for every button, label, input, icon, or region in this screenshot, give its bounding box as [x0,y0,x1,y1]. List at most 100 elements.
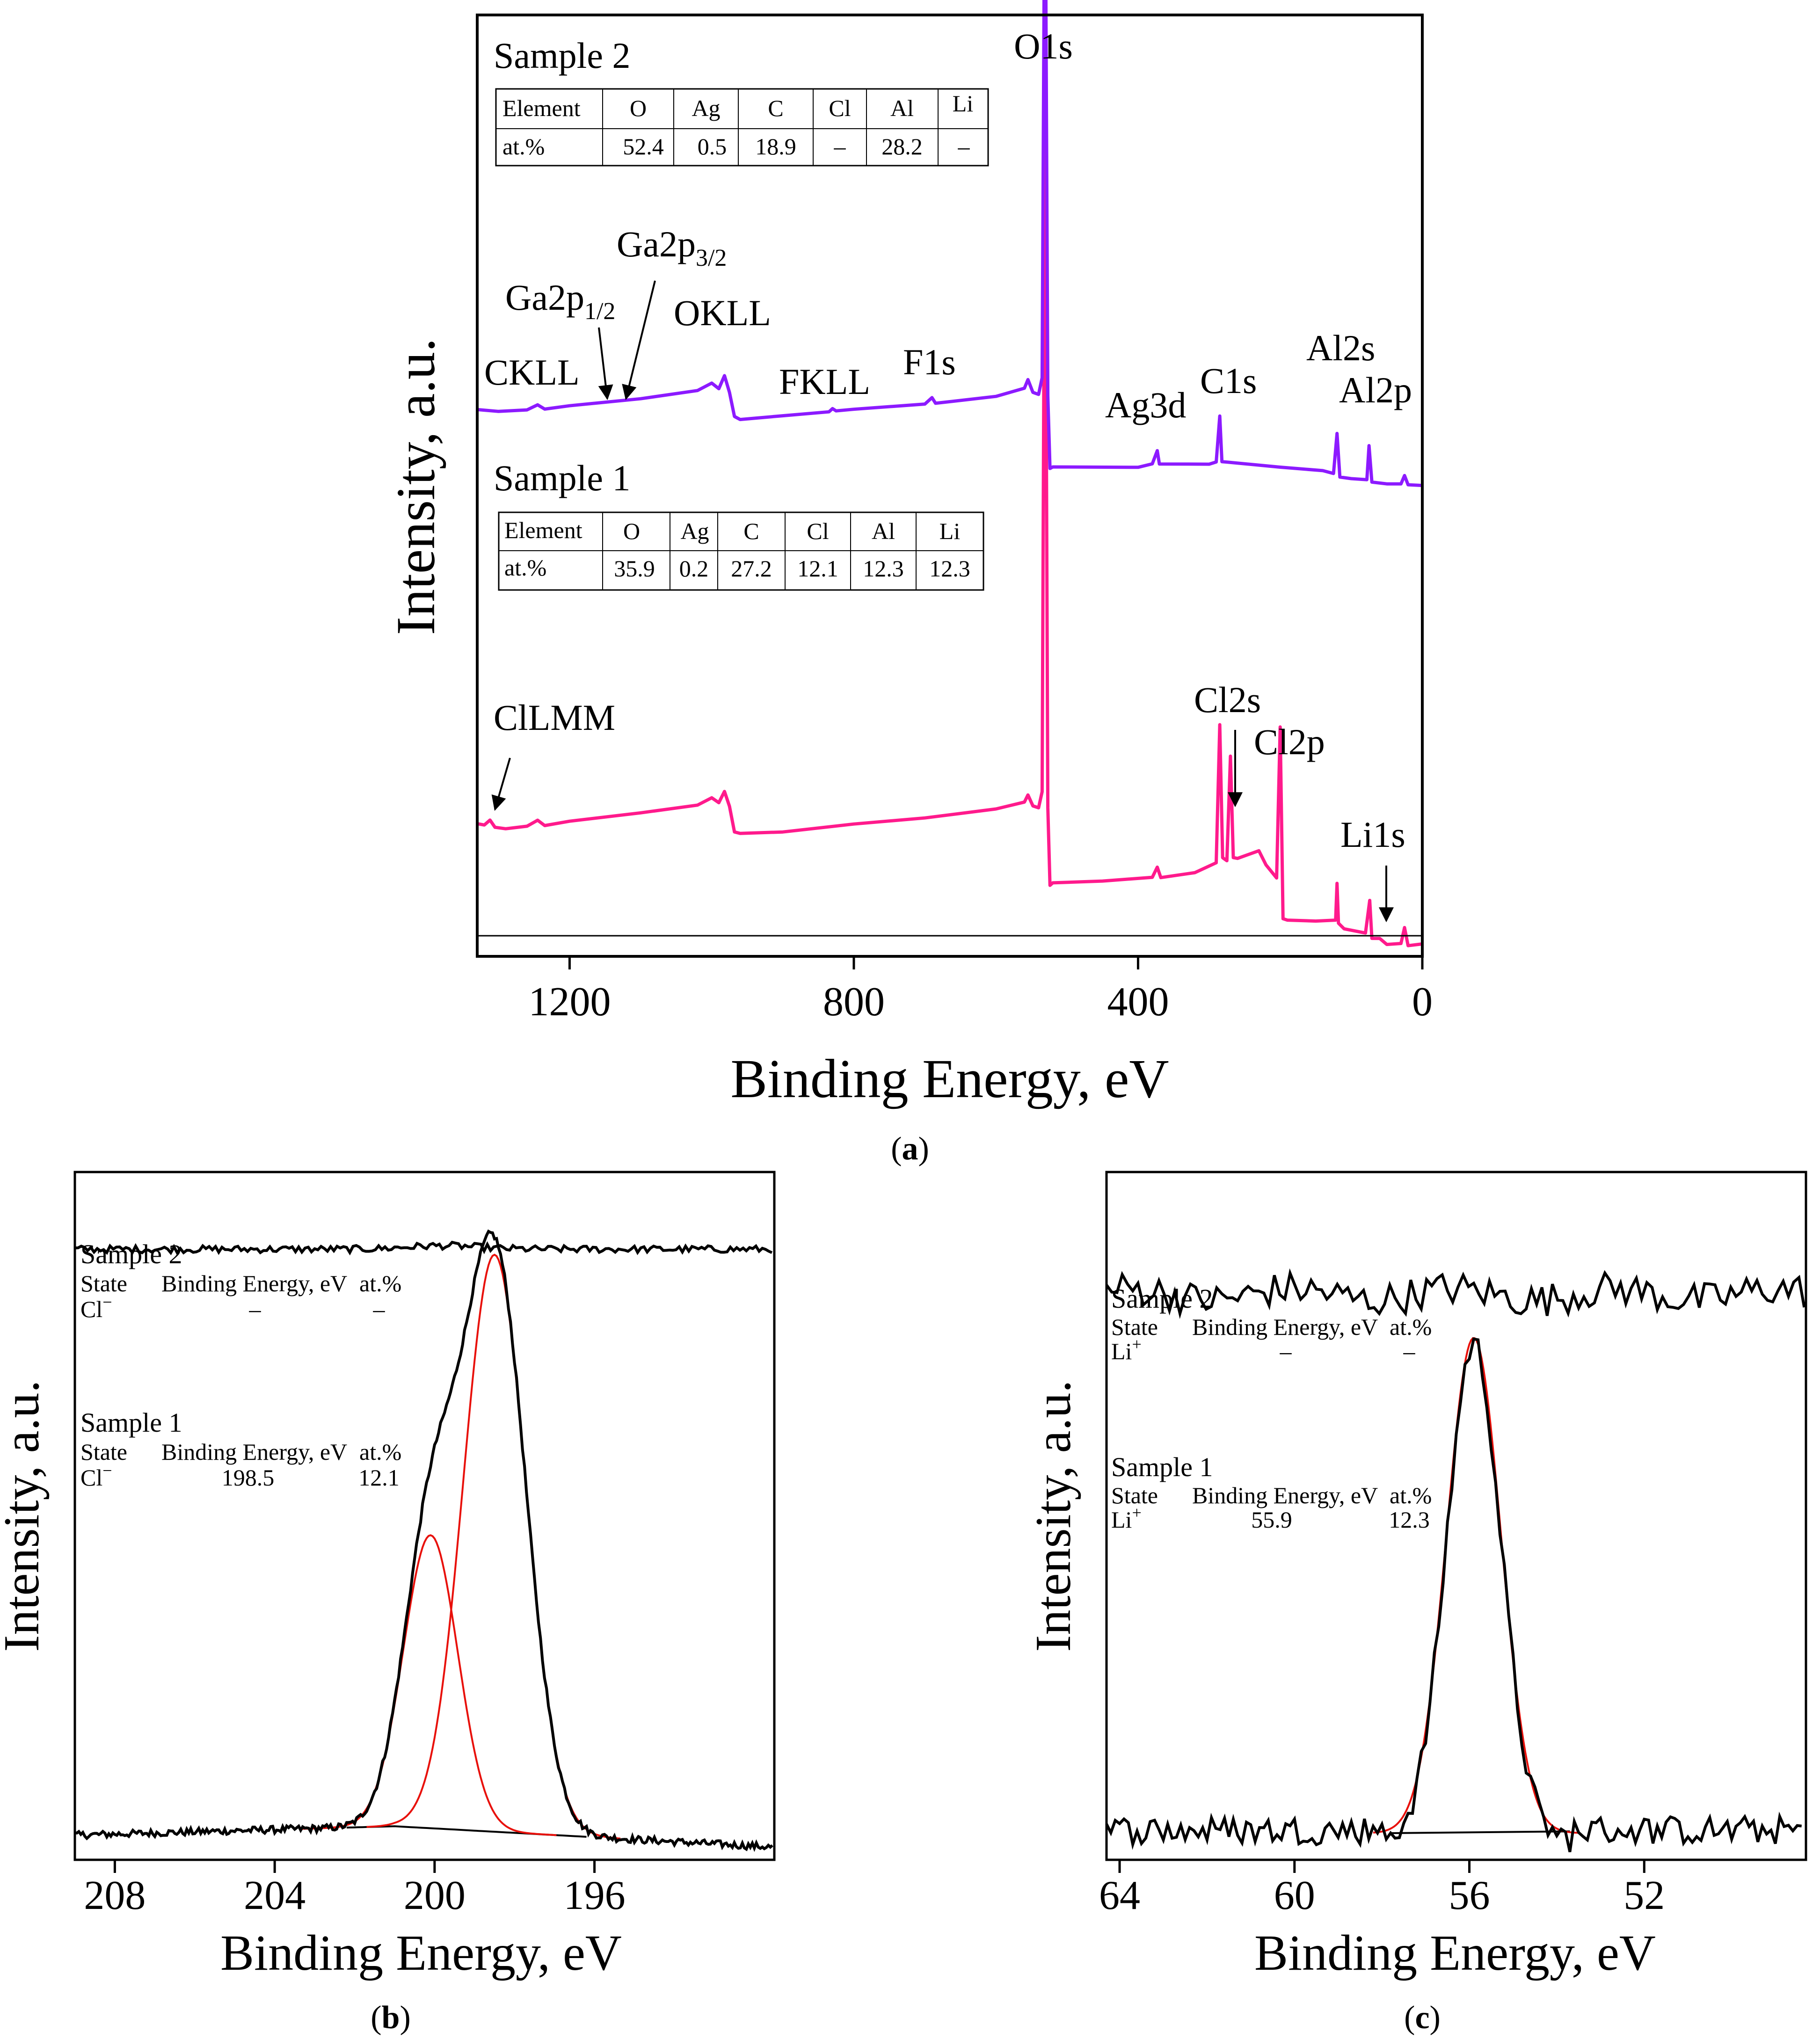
svg-text:Li+: Li+ [1111,1503,1142,1533]
panel-c-legend: Sample 2 State Binding Energy, eV at.% L… [1111,1283,1432,1533]
sample1-spectrum-line [477,88,1423,947]
svg-text:0.5: 0.5 [698,133,727,160]
svg-text:28.2: 28.2 [881,133,923,160]
svg-text:–: – [373,1296,386,1322]
svg-text:Ag: Ag [692,95,720,121]
svg-text:Sample 2: Sample 2 [80,1239,182,1269]
panel-c-spectra [1105,1268,1806,1852]
svg-text:Ag: Ag [680,518,709,544]
panel-c-y-axis-label: Intensity, a.u. [1026,1380,1081,1652]
x-tick-label: 56 [1449,1873,1490,1918]
panel-c: 64 60 56 52 Intensity, a.u. Binding Energy,… [1026,1171,1807,2036]
panel-c-x-ticks: 64 60 56 52 [1099,1860,1665,1918]
svg-text:Cl: Cl [807,518,829,544]
panel-b: 208 204 200 196 Intensity, a.u. Binding Ene… [0,1171,776,2036]
panel-a-x-axis-label: Binding Energy, eV [730,1048,1169,1109]
panel-c-baseline [1390,1830,1570,1834]
x-tick-label: 196 [564,1873,626,1918]
svg-text:12.3: 12.3 [863,555,904,582]
svg-text:35.9: 35.9 [614,555,655,582]
svg-text:Binding Energy, eV: Binding Energy, eV [1192,1482,1378,1508]
panel-b-frame [73,1171,776,1861]
svg-text:Al: Al [872,518,895,544]
peak-label-ga2p12: Ga2p1/2 [505,277,615,325]
x-tick-label: 52 [1623,1873,1665,1918]
svg-text:–: – [834,133,846,160]
x-tick-label: 1200 [528,979,611,1025]
svg-text:Al: Al [890,95,914,121]
panel-a-sample1-title: Sample 1 [494,458,630,498]
svg-text:–: – [1280,1338,1292,1364]
panel-b-spectra [74,1229,773,1852]
svg-text:198.5: 198.5 [222,1464,275,1491]
arrow-cllmm [491,757,511,811]
panel-b-sample2-spectrum [74,1240,773,1256]
svg-text:Binding Energy, eV: Binding Energy, eV [161,1270,347,1296]
x-tick-label: 800 [823,979,885,1025]
x-tick-label: 60 [1274,1873,1315,1918]
peak-label-al2p: Al2p [1339,370,1412,410]
sample2-spectrum-line [477,0,1423,488]
svg-text:at.%: at.% [1390,1314,1432,1340]
panel-c-sample1-spectrum [1105,1337,1802,1852]
svg-text:at.%: at.% [359,1439,401,1465]
peak-label-okll: OKLL [674,292,771,333]
panel-c-sample2-spectrum [1105,1268,1806,1319]
panel-b-legend: Sample 2 State Binding Energy, eV at.% C… [80,1239,401,1491]
svg-text:Sample 1: Sample 1 [80,1407,182,1438]
panel-c-fit-component [1373,1337,1578,1834]
svg-text:52.4: 52.4 [623,133,664,160]
svg-text:Li: Li [939,518,960,544]
x-tick-label: 64 [1099,1873,1140,1918]
svg-text:C: C [768,95,783,121]
svg-text:at.%: at.% [502,133,545,160]
panel-a-frame [476,14,1424,958]
svg-text:12.3: 12.3 [929,555,970,582]
svg-text:State: State [1111,1482,1158,1508]
panel-b-x-ticks: 208 204 200 196 [84,1860,626,1918]
peak-label-c1s: C1s [1200,360,1257,401]
svg-text:0.2: 0.2 [679,555,709,582]
svg-text:Sample 2: Sample 2 [1111,1283,1213,1314]
peak-label-cllmm: ClLMM [494,697,615,738]
svg-text:Li: Li [953,90,973,117]
svg-text:C: C [743,518,759,544]
svg-text:State: State [1111,1314,1158,1340]
svg-text:Cl−: Cl− [80,1293,112,1322]
svg-text:at.%: at.% [359,1270,401,1296]
x-tick-label: 200 [404,1873,466,1918]
x-tick-label: 204 [244,1873,306,1918]
peak-label-ag3d: Ag3d [1105,385,1186,425]
panel-a-y-axis-label: Intensity, a.u. [385,338,446,635]
arrow-ga2p32 [622,280,656,401]
peak-label-al2s: Al2s [1306,328,1375,368]
panel-a-caption: (a) [891,1131,929,1167]
svg-text:27.2: 27.2 [731,555,772,582]
svg-text:18.9: 18.9 [755,133,796,160]
panel-c-frame [1105,1171,1807,1861]
svg-text:Cl: Cl [829,95,851,121]
x-tick-label: 0 [1412,979,1433,1025]
svg-text:O: O [623,518,640,544]
panel-c-caption: (c) [1404,2000,1441,2036]
panel-a-spectra [477,0,1423,947]
panel-a-sample2-title: Sample 2 [494,35,630,76]
panel-b-sample1-spectrum [74,1229,773,1852]
panel-b-fit-component [302,1534,557,1836]
svg-text:12.3: 12.3 [1389,1507,1430,1533]
svg-text:12.1: 12.1 [797,555,838,582]
svg-text:Li+: Li+ [1111,1335,1142,1364]
x-tick-label: 208 [84,1873,146,1918]
svg-text:State: State [80,1270,127,1296]
svg-text:O: O [630,95,647,121]
panel-b-fit-component [366,1253,621,1840]
svg-text:55.9: 55.9 [1251,1507,1292,1533]
svg-text:Cl−: Cl− [80,1461,112,1491]
peak-label-cl2s: Cl2s [1194,679,1261,720]
panel-a-x-ticks: 1200 800 400 0 [528,956,1433,1025]
panel-b-caption: (b) [371,2000,411,2036]
panel-b-x-axis-label: Binding Energy, eV [220,1925,622,1981]
peak-label-ga2p32: Ga2p3/2 [617,224,727,271]
peak-label-li1s: Li1s [1340,814,1405,855]
